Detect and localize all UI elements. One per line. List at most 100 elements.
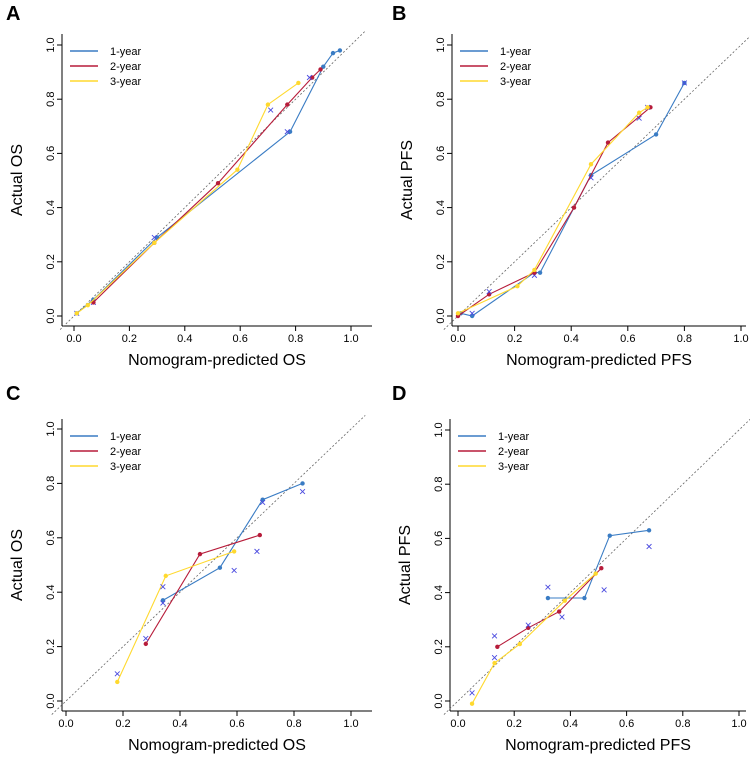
data-point-3-year	[296, 80, 301, 86]
panel-c: C 0.0 0.2 0.4 0.6 0.8 1.0 0.0 0.2 0.4 0.6 0.8 1.0 Nom…	[6, 383, 372, 754]
panel-letter: A	[6, 3, 20, 25]
cross-marker-1-year	[259, 499, 266, 506]
legend-label: 2-year	[498, 446, 530, 458]
data-point-1-year	[582, 595, 587, 601]
cross-marker-1-year	[469, 310, 475, 317]
data-point-2-year	[197, 551, 203, 557]
y-tick-label: 0.8	[45, 476, 57, 491]
y-axis-title: Actual OS	[9, 529, 26, 601]
x-tick-label: 0.2	[507, 333, 522, 345]
legend-label: 2-year	[110, 61, 142, 73]
cross-marker-1-year	[636, 115, 642, 121]
x-tick-label: 1.0	[343, 333, 358, 345]
legend-label: 1-year	[498, 431, 530, 443]
cross-marker-2-year	[143, 635, 149, 642]
cross-stroke	[143, 635, 149, 642]
cross-marker-1-year	[267, 107, 274, 113]
x-tick-label: 0.4	[177, 333, 192, 345]
data-point-3-year	[115, 679, 120, 685]
x-axis-title: Nomogram-predicted PFS	[506, 352, 692, 369]
cross-marker-1-year	[681, 80, 688, 86]
x-tick-label: 1.0	[733, 333, 748, 345]
cross-marker-2-year	[306, 74, 313, 81]
cross-stroke	[259, 499, 266, 506]
data-point-3-year	[231, 549, 237, 554]
y-tick-label: 0.0	[433, 693, 445, 708]
legend-label: 3-year	[110, 461, 142, 473]
y-tick-label: 0.6	[435, 146, 447, 161]
x-tick-label: 0.0	[450, 333, 465, 345]
panel-letter: C	[6, 383, 20, 405]
cross-marker-1-year	[151, 234, 158, 241]
cross-stroke	[559, 614, 565, 620]
panel-a: A 0.0 0.2 0.4 0.6 0.8 1.0 0.0 0.2 0.4 0.6 0.8 1.0 Nom…	[6, 3, 372, 369]
cross-stroke	[254, 548, 260, 555]
data-point-1-year	[300, 481, 305, 486]
reference-diagonal-line	[443, 35, 750, 330]
data-point-2-year	[571, 205, 577, 210]
cross-stroke	[469, 310, 475, 317]
data-point-3-year	[85, 302, 91, 308]
cross-marker-1-year	[299, 488, 306, 495]
legend: 1-year 2-year 3-year	[460, 46, 532, 88]
y-axis-title: Actual PFS	[399, 140, 416, 220]
data-point-3-year	[515, 283, 520, 289]
reference-diagonal-line	[59, 31, 366, 330]
legend: 1-year 2-year 3-year	[70, 46, 142, 88]
cross-stroke	[491, 654, 498, 661]
x-tick-label: 0.8	[677, 333, 692, 345]
cross-marker-1-year	[559, 614, 565, 620]
data-point-3-year	[163, 573, 168, 579]
x-tick-label: 1.0	[731, 718, 746, 730]
cross-marker-1-year	[491, 633, 498, 639]
cross-stroke	[469, 690, 475, 696]
legend-label: 2-year	[500, 61, 532, 73]
reference-diagonal-line	[51, 415, 366, 715]
cross-stroke	[588, 175, 594, 181]
series-line-2-year	[497, 567, 602, 648]
cross-stroke	[284, 129, 291, 135]
cross-stroke	[306, 74, 313, 81]
cross-stroke	[525, 622, 531, 628]
panel-d: D 0.0 0.2 0.4 0.6 0.8 1.0 0.0 0.2 0.4 0.6 0.8 1.0 Nom…	[392, 383, 750, 754]
x-tick-label: 0.2	[122, 333, 137, 345]
x-tick-label: 0.8	[286, 718, 301, 730]
cross-stroke	[160, 584, 166, 590]
cross-marker-1-year	[284, 129, 291, 135]
panel-letter: D	[392, 383, 406, 405]
data-point-1-year	[545, 595, 551, 601]
x-tick-label: 0.4	[564, 333, 579, 345]
x-tick-label: 0.4	[563, 718, 578, 730]
x-tick-label: 1.0	[343, 718, 358, 730]
series-line-1-year	[162, 482, 303, 601]
cross-stroke	[114, 671, 121, 677]
cross-stroke	[486, 288, 492, 295]
y-axis-title: Actual OS	[9, 144, 26, 216]
cross-stroke	[231, 567, 237, 574]
x-axis-title: Nomogram-predicted PFS	[505, 737, 691, 754]
cross-stroke	[601, 587, 607, 593]
x-tick-label: 0.6	[233, 333, 248, 345]
cross-marker-1-year	[588, 175, 594, 181]
y-tick-label: 0.0	[435, 308, 447, 323]
cross-marker-2-year	[486, 288, 492, 295]
series-line-2-year	[145, 534, 260, 645]
data-point-1-year	[537, 270, 543, 275]
y-tick-label: 0.4	[433, 585, 445, 600]
x-tick-label: 0.8	[675, 718, 690, 730]
data-point-3-year	[593, 571, 598, 576]
y-tick-label: 0.8	[433, 477, 445, 492]
y-tick-label: 0.0	[45, 308, 57, 323]
data-point-2-year	[285, 102, 290, 107]
x-axis-title: Nomogram-predicted OS	[128, 352, 306, 369]
x-tick-label: 0.8	[288, 333, 303, 345]
y-tick-label: 0.4	[435, 200, 447, 215]
x-tick-label: 0.6	[620, 333, 635, 345]
data-point-2-year	[495, 644, 500, 649]
data-point-3-year	[492, 660, 497, 666]
legend-label: 3-year	[110, 76, 142, 88]
y-tick-label: 1.0	[435, 37, 447, 52]
y-tick-label: 0.6	[433, 531, 445, 546]
x-tick-label: 0.6	[619, 718, 634, 730]
